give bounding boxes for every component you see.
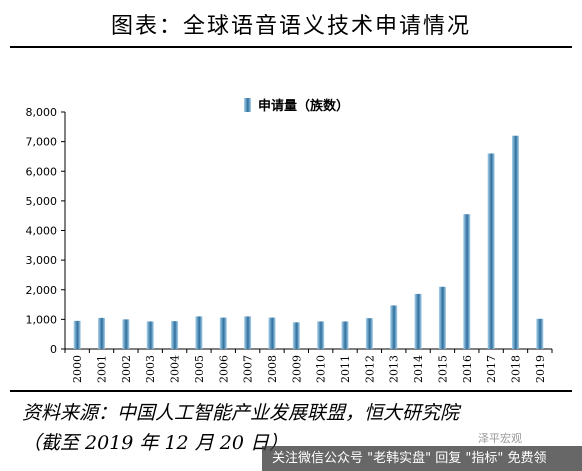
x-tick-label: 2004 <box>169 355 182 383</box>
y-tick-label: 3,000 <box>26 254 58 267</box>
x-tick-label: 2013 <box>388 355 401 383</box>
source-note: 资料来源：中国人工智能产业发展联盟，恒大研究院 <box>22 402 460 424</box>
bar-2010 <box>317 321 325 349</box>
bar-2013 <box>390 305 398 349</box>
bar-2001 <box>98 317 106 349</box>
bar-2011 <box>341 321 349 349</box>
x-tick-label: 2010 <box>315 355 328 383</box>
bar-2017 <box>487 153 495 349</box>
y-tick-label: 8,000 <box>26 106 58 119</box>
bar-2006 <box>219 317 227 349</box>
bar-2003 <box>146 321 154 349</box>
page-title: 图表：全球语音语义技术申请情况 <box>110 14 471 39</box>
y-tick-label: 5,000 <box>26 195 58 208</box>
x-tick-label: 2002 <box>120 355 133 383</box>
x-tick-label: 2003 <box>144 355 157 383</box>
watermark: 泽平宏观 <box>478 432 522 445</box>
source-divider <box>10 390 572 392</box>
bar-2019 <box>536 318 544 349</box>
legend-label: 申请量（族数） <box>258 98 349 114</box>
y-axis-ticks: 0 1,000 2,000 3,000 4,000 5,000 6,000 7,000 8,00… <box>26 106 65 356</box>
x-axis-ticks: 2000 2001 2002 2003 2004 2005 2006 2007 2008 2009… <box>64 349 553 383</box>
y-tick-label: 6,000 <box>26 165 58 178</box>
bar-2008 <box>268 317 276 349</box>
y-tick-label: 7,000 <box>26 136 58 149</box>
x-tick-label: 2011 <box>339 355 352 383</box>
x-tick-label: 2016 <box>461 355 474 383</box>
bar-2012 <box>365 318 373 349</box>
x-tick-label: 2007 <box>242 355 255 383</box>
bar-2015 <box>438 286 446 349</box>
legend-swatch <box>244 98 251 112</box>
x-tick-label: 2000 <box>71 355 84 383</box>
x-tick-label: 2015 <box>436 355 449 383</box>
bar-2018 <box>511 135 519 349</box>
bar-2004 <box>171 321 179 349</box>
bar-chart: 申请量（族数） 0 1,000 2,000 3,000 4,000 5,000 6,000 7… <box>26 98 553 383</box>
x-tick-label: 2005 <box>193 355 206 383</box>
bar-2009 <box>292 322 300 349</box>
x-tick-label: 2001 <box>96 355 109 383</box>
promo-banner: 关注微信公众号 "老韩实盘" 回复 "指标" 免费领 <box>262 446 582 471</box>
x-tick-label: 2008 <box>266 355 279 383</box>
x-tick-label: 2006 <box>217 355 230 383</box>
title-divider <box>10 46 572 48</box>
bar-2005 <box>195 316 203 349</box>
x-tick-label: 2014 <box>412 355 425 383</box>
x-tick-label: 2017 <box>485 355 498 383</box>
x-tick-label: 2009 <box>290 355 303 383</box>
bar-2007 <box>244 316 252 349</box>
bar-2016 <box>463 214 471 349</box>
chart-legend: 申请量（族数） <box>244 98 349 114</box>
source-date-note: （截至 2019 年 12 月 20 日） <box>22 432 288 454</box>
y-tick-label: 0 <box>50 343 57 356</box>
bar-2014 <box>414 293 422 349</box>
x-tick-label: 2019 <box>534 355 547 383</box>
bar-2002 <box>122 319 130 349</box>
x-tick-label: 2012 <box>363 355 376 383</box>
y-tick-label: 4,000 <box>26 225 58 238</box>
bar-2000 <box>73 320 81 349</box>
y-tick-label: 1,000 <box>26 313 58 326</box>
bar-series <box>73 135 544 349</box>
y-tick-label: 2,000 <box>26 284 58 297</box>
x-tick-label: 2018 <box>509 355 522 383</box>
